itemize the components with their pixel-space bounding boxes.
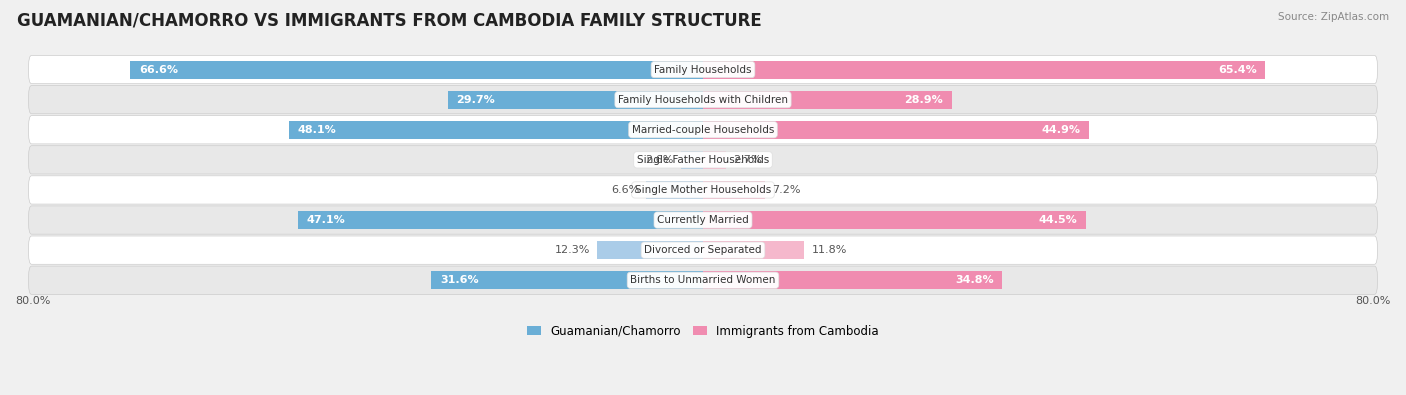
Text: 28.9%: 28.9% — [904, 95, 943, 105]
FancyBboxPatch shape — [28, 55, 1378, 84]
Bar — [703, 211, 1085, 229]
Bar — [703, 60, 1265, 79]
Text: Family Households: Family Households — [654, 64, 752, 75]
Bar — [703, 151, 727, 169]
Text: 2.6%: 2.6% — [645, 155, 673, 165]
Text: 31.6%: 31.6% — [440, 275, 478, 285]
Text: 34.8%: 34.8% — [955, 275, 994, 285]
Text: 44.9%: 44.9% — [1042, 125, 1081, 135]
Text: 66.6%: 66.6% — [139, 64, 177, 75]
Text: 7.2%: 7.2% — [772, 185, 800, 195]
Legend: Guamanian/Chamorro, Immigrants from Cambodia: Guamanian/Chamorro, Immigrants from Camb… — [522, 320, 884, 342]
FancyBboxPatch shape — [28, 266, 1378, 294]
FancyBboxPatch shape — [28, 85, 1378, 114]
Text: 11.8%: 11.8% — [811, 245, 846, 255]
Text: 65.4%: 65.4% — [1218, 64, 1257, 75]
Bar — [298, 211, 703, 229]
Text: 47.1%: 47.1% — [307, 215, 346, 225]
FancyBboxPatch shape — [28, 236, 1378, 264]
Text: Currently Married: Currently Married — [657, 215, 749, 225]
Text: Births to Unmarried Women: Births to Unmarried Women — [630, 275, 776, 285]
Bar — [598, 241, 703, 259]
Text: Family Households with Children: Family Households with Children — [619, 95, 787, 105]
Bar — [703, 181, 765, 199]
FancyBboxPatch shape — [28, 146, 1378, 174]
Text: Source: ZipAtlas.com: Source: ZipAtlas.com — [1278, 12, 1389, 22]
FancyBboxPatch shape — [28, 206, 1378, 234]
Bar — [703, 121, 1090, 139]
Bar — [131, 60, 703, 79]
Bar — [647, 181, 703, 199]
Bar — [432, 271, 703, 289]
Bar — [703, 241, 804, 259]
Text: 12.3%: 12.3% — [555, 245, 591, 255]
Text: 80.0%: 80.0% — [1355, 296, 1391, 306]
Text: Divorced or Separated: Divorced or Separated — [644, 245, 762, 255]
Bar — [681, 151, 703, 169]
Text: 44.5%: 44.5% — [1039, 215, 1077, 225]
Bar — [703, 271, 1002, 289]
Text: 48.1%: 48.1% — [298, 125, 336, 135]
Text: Single Father Households: Single Father Households — [637, 155, 769, 165]
Bar — [447, 90, 703, 109]
Text: GUAMANIAN/CHAMORRO VS IMMIGRANTS FROM CAMBODIA FAMILY STRUCTURE: GUAMANIAN/CHAMORRO VS IMMIGRANTS FROM CA… — [17, 12, 762, 30]
Text: 2.7%: 2.7% — [733, 155, 762, 165]
Bar — [703, 90, 952, 109]
Text: Married-couple Households: Married-couple Households — [631, 125, 775, 135]
FancyBboxPatch shape — [28, 176, 1378, 204]
FancyBboxPatch shape — [28, 116, 1378, 144]
Text: Single Mother Households: Single Mother Households — [636, 185, 770, 195]
Bar — [290, 121, 703, 139]
Text: 80.0%: 80.0% — [15, 296, 51, 306]
Text: 6.6%: 6.6% — [612, 185, 640, 195]
Text: 29.7%: 29.7% — [456, 95, 495, 105]
